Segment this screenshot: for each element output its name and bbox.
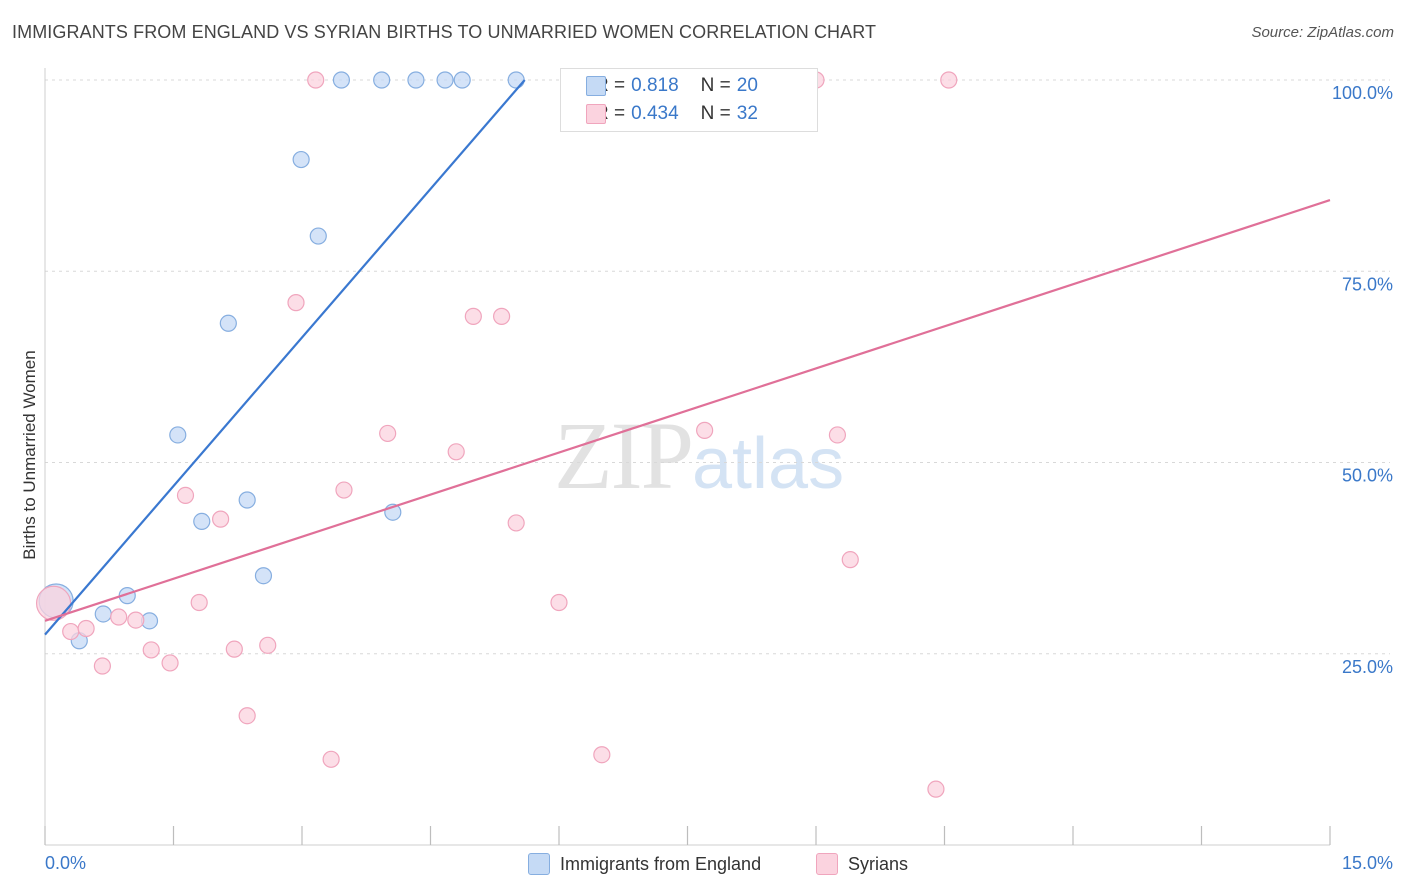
syrians-point bbox=[593, 746, 611, 764]
x-tick-label: 15.0% bbox=[1342, 853, 1393, 873]
syrians-point bbox=[322, 750, 340, 768]
england-point bbox=[436, 71, 454, 89]
england-point bbox=[169, 426, 187, 444]
syrians-point bbox=[176, 486, 195, 504]
syrians-point bbox=[287, 294, 305, 312]
syrians-trend-line bbox=[44, 199, 1331, 622]
syrians-point bbox=[93, 657, 111, 675]
syrians-point bbox=[238, 707, 256, 725]
legend-item-england: Immigrants from England bbox=[528, 852, 761, 876]
y-tick-label: 75.0% bbox=[1342, 274, 1393, 294]
england-point bbox=[238, 491, 256, 509]
syrians-point bbox=[35, 585, 72, 621]
legend-row-syrians: R = 0.434 N = 32 bbox=[586, 102, 758, 126]
syrians-point bbox=[379, 424, 397, 443]
legend-swatch bbox=[528, 853, 550, 875]
x-tick-label: 0.0% bbox=[45, 853, 86, 873]
syrians-point bbox=[62, 622, 80, 641]
y-tick-label: 50.0% bbox=[1342, 466, 1393, 486]
syrians-point bbox=[927, 780, 945, 798]
syrians-point bbox=[335, 481, 353, 499]
england-point bbox=[453, 71, 471, 89]
syrians-point bbox=[259, 636, 277, 654]
legend-swatch-england bbox=[586, 76, 606, 96]
syrians-point bbox=[940, 71, 958, 89]
chart-title: IMMIGRANTS FROM ENGLAND VS SYRIAN BIRTHS… bbox=[12, 22, 877, 42]
england-point bbox=[254, 567, 273, 585]
syrians-point bbox=[127, 611, 145, 629]
england-point bbox=[332, 71, 351, 89]
n-label: N = bbox=[700, 103, 731, 124]
y-tick-label: 25.0% bbox=[1342, 657, 1393, 677]
syrians-point bbox=[110, 608, 128, 626]
syrians-point bbox=[493, 307, 511, 325]
syrians-point bbox=[225, 640, 243, 658]
england-point bbox=[292, 150, 310, 169]
watermark-zip: ZIP bbox=[554, 402, 694, 509]
legend-swatch-syrians bbox=[586, 104, 606, 124]
syrians-point bbox=[77, 619, 95, 638]
syrians-point bbox=[841, 551, 859, 569]
syrians-point bbox=[307, 71, 325, 89]
england-point bbox=[309, 227, 327, 245]
england-point bbox=[94, 605, 112, 623]
correlation-legend: R = 0.818 N = 20 R = 0.434 N = 32 bbox=[560, 68, 818, 132]
r-value: 0.818 bbox=[631, 75, 679, 96]
n-label: N = bbox=[700, 75, 731, 96]
syrians-point bbox=[696, 421, 714, 439]
syrians-point bbox=[550, 593, 568, 612]
n-value: 32 bbox=[736, 103, 758, 124]
syrians-point bbox=[464, 307, 482, 325]
legend-item-syrians: Syrians bbox=[816, 852, 908, 876]
syrians-point bbox=[161, 654, 179, 672]
source-credit: Source: ZipAtlas.com bbox=[1251, 24, 1394, 41]
legend-swatch bbox=[816, 853, 838, 875]
england-point bbox=[373, 71, 391, 89]
syrians-point bbox=[142, 641, 160, 659]
watermark: ZIPatlas bbox=[554, 400, 844, 511]
england-point bbox=[507, 71, 525, 89]
y-tick-label: 100.0% bbox=[1332, 83, 1393, 103]
r-value: 0.434 bbox=[631, 103, 679, 124]
syrians-point bbox=[507, 514, 525, 532]
england-point bbox=[407, 71, 425, 89]
legend-row-england: R = 0.818 N = 20 bbox=[586, 74, 758, 98]
watermark-atlas: atlas bbox=[692, 424, 845, 504]
legend-label: Syrians bbox=[848, 853, 909, 874]
syrians-point bbox=[190, 593, 208, 612]
syrians-point bbox=[212, 510, 230, 528]
england-trend-line bbox=[44, 79, 526, 636]
legend-label: Immigrants from England bbox=[560, 853, 762, 874]
england-point bbox=[219, 314, 237, 332]
england-point bbox=[193, 512, 211, 531]
syrians-point bbox=[447, 443, 465, 461]
syrians-point bbox=[828, 426, 847, 444]
n-value: 20 bbox=[736, 75, 758, 96]
